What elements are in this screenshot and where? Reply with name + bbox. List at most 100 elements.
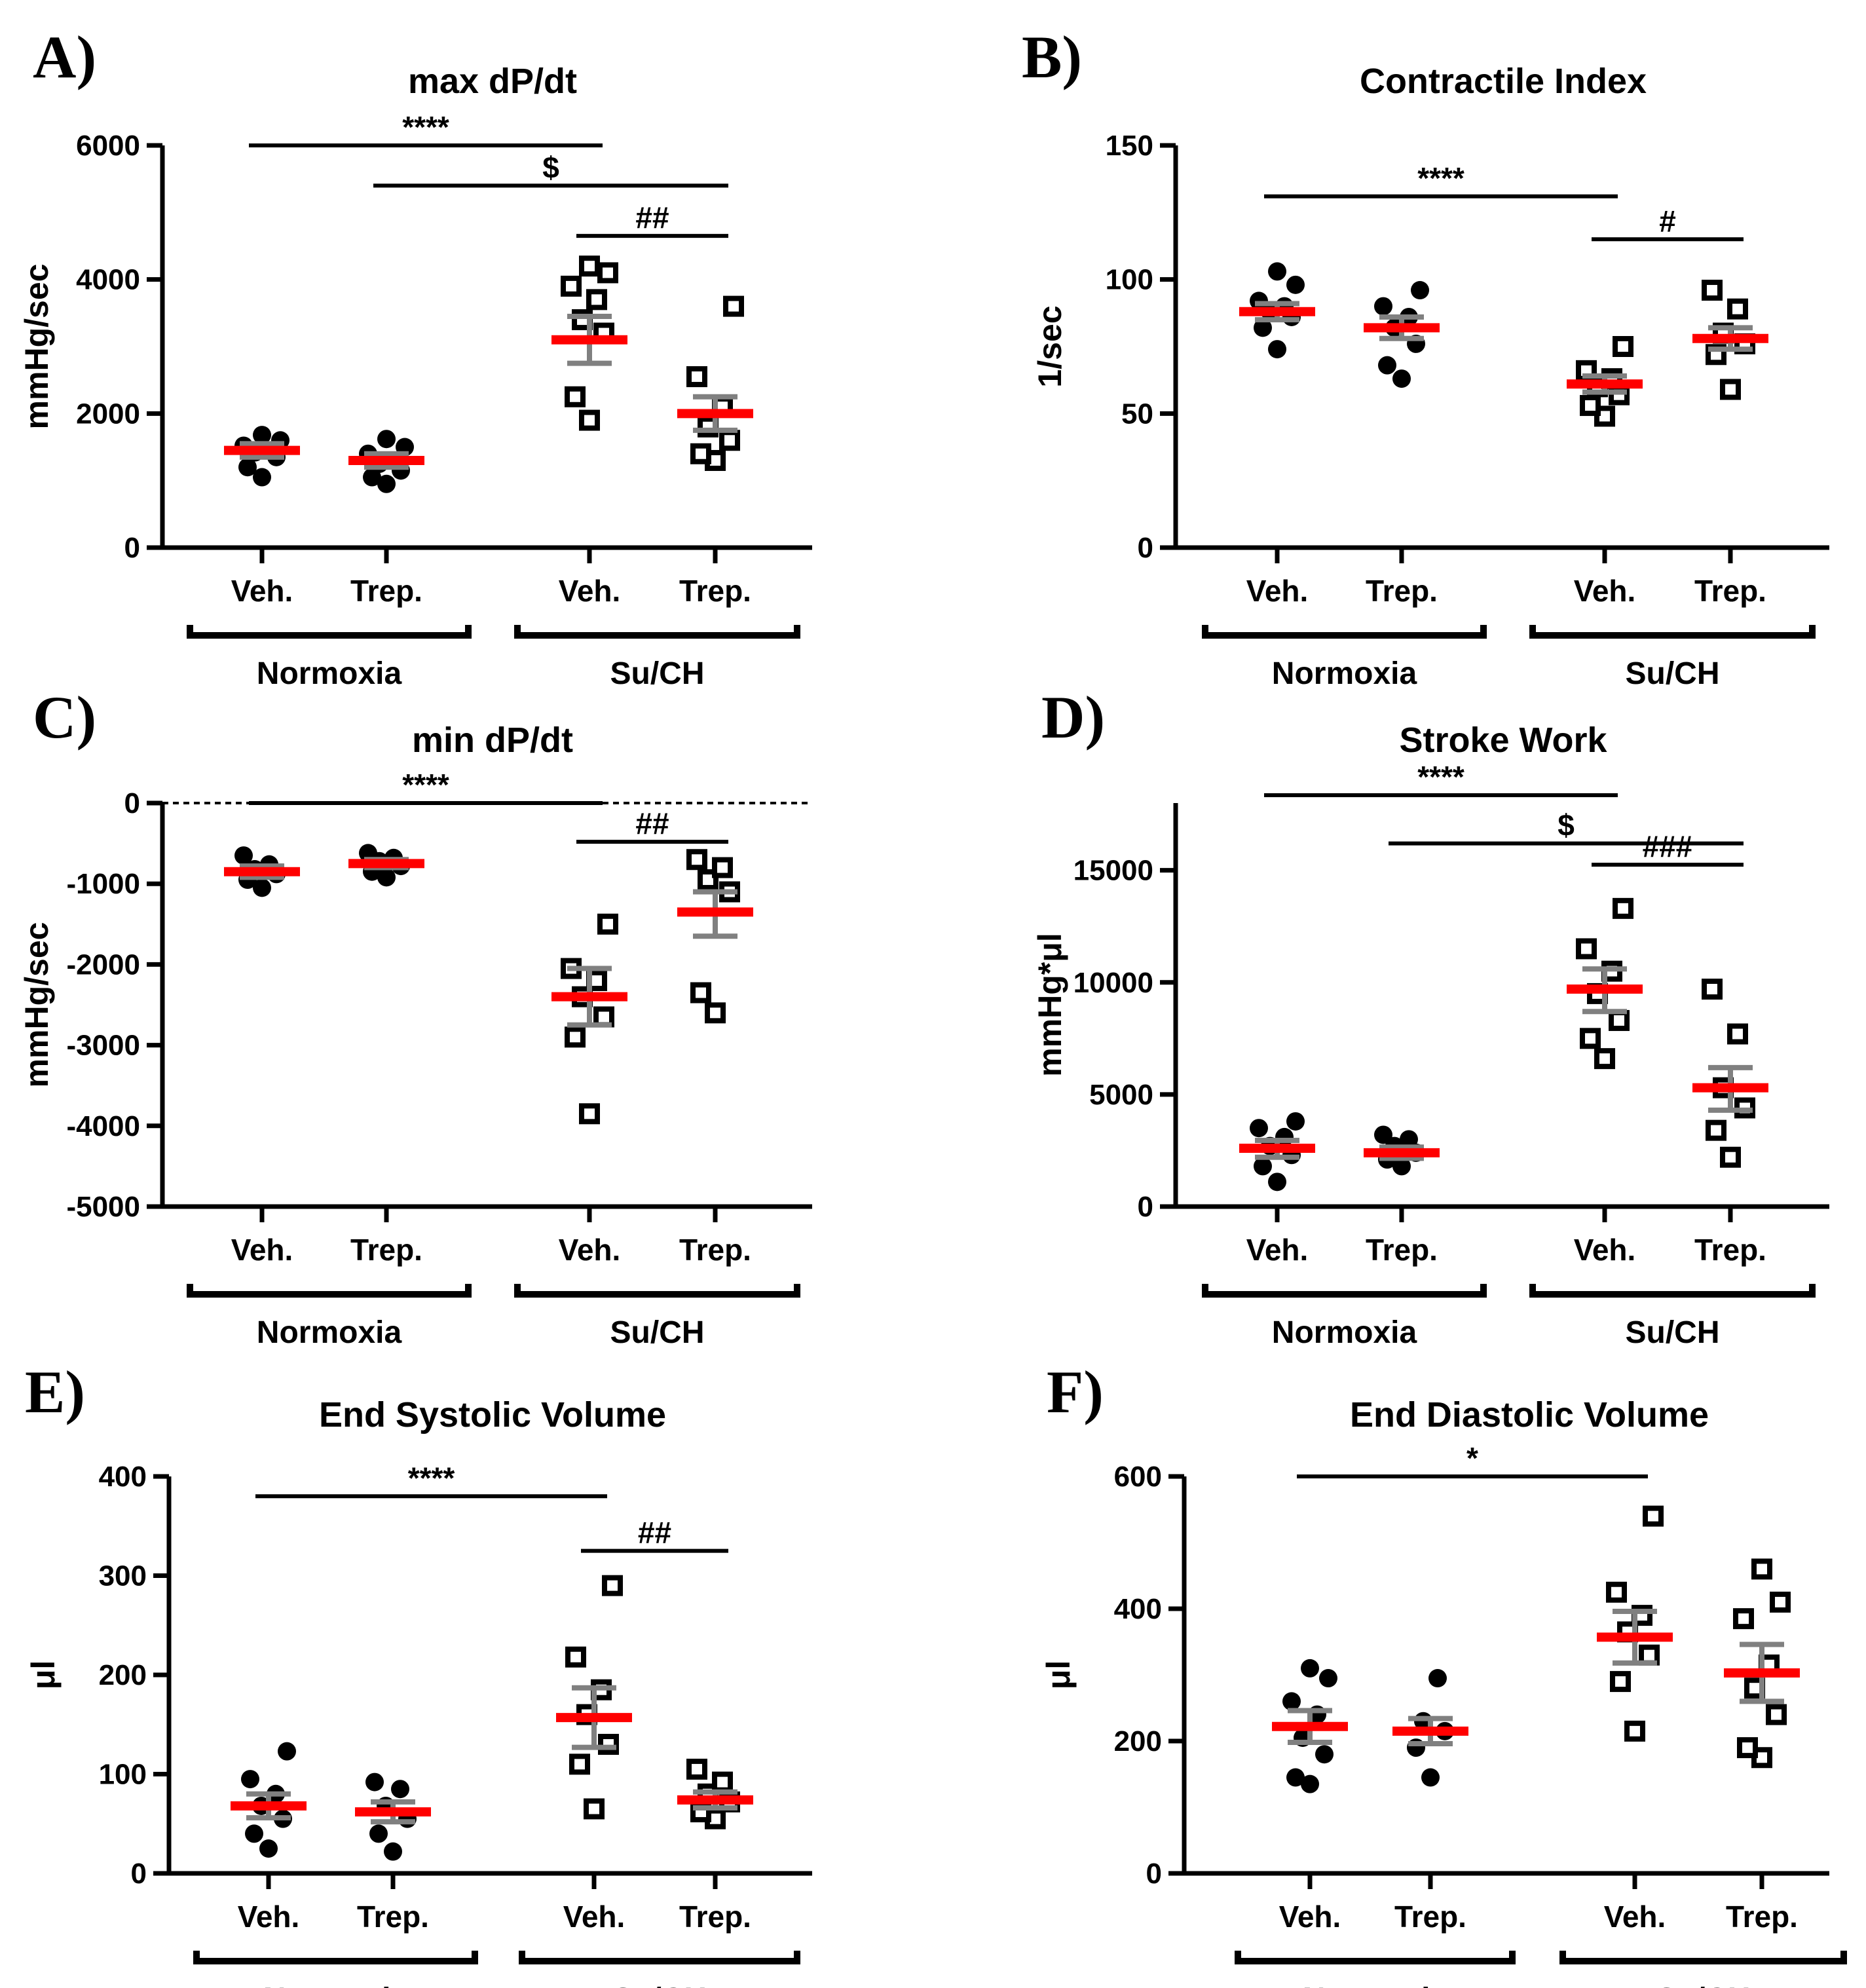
panel-d: D) Stroke Work mmHg*μl 0 5000 10000 15000 Veh. T… [1032, 684, 1829, 1350]
data-point [391, 1780, 409, 1799]
panel-c: C) min dP/dt mmHg/sec -5000 -4000 -3000 -2000 -… [18, 684, 812, 1350]
x-group-label: Normoxia [263, 1982, 409, 1988]
x-tick-label: Veh. [1574, 1233, 1636, 1267]
data-point [1268, 262, 1286, 281]
data-point [1286, 275, 1305, 294]
y-tick-label: 400 [1114, 1593, 1162, 1625]
data-point [569, 1754, 590, 1775]
chart-title: min dP/dt [412, 721, 573, 760]
data-point [1594, 1048, 1615, 1070]
group-bracket [514, 625, 800, 639]
y-axis-label: mmHg*μl [1032, 933, 1068, 1077]
data-point [1374, 297, 1392, 316]
significance-label: $ [1558, 808, 1575, 842]
y-tick-label: 0 [124, 532, 140, 564]
chart-title: Stroke Work [1399, 721, 1607, 760]
significance-label: * [1466, 1441, 1478, 1475]
data-point [690, 443, 711, 464]
data-point [234, 846, 253, 865]
data-point [241, 1770, 259, 1789]
significance-label: ## [635, 200, 669, 234]
data-point [377, 474, 396, 493]
data-point [686, 366, 707, 388]
y-tick-label: 4000 [76, 264, 140, 296]
data-point [579, 255, 600, 277]
data-point [253, 878, 271, 897]
y-tick-label: 150 [1106, 130, 1153, 162]
data-point [365, 1772, 384, 1791]
data-point [1613, 897, 1633, 919]
x-tick-label: Veh. [1604, 1900, 1666, 1934]
data-point [1301, 1774, 1319, 1793]
data-point [698, 869, 718, 891]
group-bracket [1202, 1284, 1487, 1298]
data-point [253, 426, 271, 445]
data-point [565, 1026, 586, 1048]
data-point [1411, 281, 1429, 300]
group-bracket [1529, 625, 1816, 639]
x-tick-label: Veh. [1246, 574, 1309, 608]
panel-letter: D) [1041, 684, 1105, 751]
data-point [253, 468, 271, 487]
data-point [1609, 384, 1630, 405]
significance-label: **** [408, 1461, 455, 1495]
data-point [1727, 298, 1748, 320]
data-point [1770, 1591, 1791, 1613]
data-point [597, 913, 618, 935]
data-point [602, 1575, 623, 1596]
y-tick-label: 200 [1114, 1725, 1162, 1757]
y-tick-label: 0 [1146, 1858, 1162, 1890]
chart-title: max dP/dt [408, 62, 577, 101]
panel-letter: B) [1022, 24, 1082, 90]
x-group-label: Normoxia [257, 656, 402, 691]
x-group-label: Su/CH [612, 1982, 707, 1988]
data-point [384, 1842, 402, 1861]
x-tick-label: Trep. [1366, 1233, 1438, 1267]
significance-label: **** [402, 110, 449, 144]
y-tick-label: 15000 [1073, 855, 1153, 887]
data-point [1250, 1119, 1268, 1138]
x-group-label: Su/CH [610, 1315, 705, 1350]
data-point [565, 1646, 586, 1668]
y-tick-label: 2000 [76, 398, 140, 430]
data-point [1580, 1028, 1601, 1049]
data-point [1702, 280, 1723, 301]
chart-title: Contractile Index [1360, 62, 1647, 101]
group-bracket [187, 1284, 472, 1298]
y-axis-label: mmHg/sec [18, 264, 55, 430]
group-bracket [519, 1951, 800, 1964]
x-tick-label: Trep. [357, 1900, 429, 1934]
x-tick-label: Veh. [1279, 1900, 1341, 1934]
chart-title: End Systolic Volume [319, 1395, 666, 1435]
data-point [597, 262, 618, 284]
data-point [1268, 1172, 1286, 1191]
data-point [1282, 1692, 1301, 1711]
x-group-label: Su/CH [1626, 1315, 1720, 1350]
y-tick-label: 200 [99, 1659, 147, 1691]
y-tick-label: 400 [99, 1461, 147, 1493]
data-point [1766, 1704, 1787, 1725]
y-tick-label: -3000 [66, 1030, 140, 1062]
y-axis-label: μl [25, 1660, 62, 1689]
data-point [719, 430, 740, 451]
group-bracket [1559, 1951, 1847, 1964]
data-point [369, 1824, 388, 1843]
data-point [1286, 1112, 1305, 1131]
panel-letter: E) [25, 1359, 85, 1425]
x-group-label: Su/CH [1656, 1982, 1751, 1988]
significance-label: **** [1417, 161, 1465, 195]
data-point [1286, 1768, 1305, 1787]
y-tick-label: -4000 [66, 1110, 140, 1142]
data-point [259, 1839, 278, 1858]
significance-label: # [1659, 204, 1676, 238]
x-tick-label: Veh. [559, 1233, 621, 1267]
data-point [723, 295, 744, 317]
data-point [690, 982, 711, 1003]
data-point [278, 1742, 296, 1761]
x-tick-label: Trep. [679, 1233, 751, 1267]
y-tick-label: 10000 [1073, 967, 1153, 999]
data-point [1643, 1505, 1664, 1527]
x-group-label: Su/CH [610, 656, 705, 691]
data-point [1737, 1737, 1758, 1759]
data-point [1421, 1768, 1440, 1787]
